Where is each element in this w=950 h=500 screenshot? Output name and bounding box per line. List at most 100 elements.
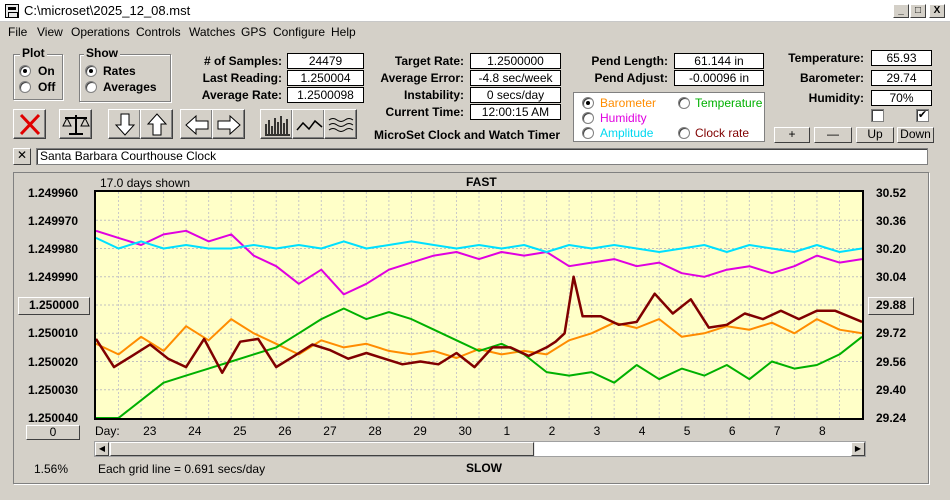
humidity-radio[interactable]: [582, 112, 594, 124]
x-tick-label: 5: [683, 424, 691, 438]
menu-view[interactable]: View: [37, 25, 63, 39]
down-button[interactable]: Down: [897, 127, 934, 143]
left-y-tick: 1.249960: [28, 186, 79, 200]
left-arrow-button[interactable]: [180, 109, 213, 139]
close-button[interactable]: X: [929, 4, 945, 18]
x-tick-label: 4: [638, 424, 646, 438]
right-checkbox[interactable]: ✔: [916, 109, 929, 122]
show-averages-radio[interactable]: [85, 81, 97, 93]
bar-view-button[interactable]: [260, 109, 293, 139]
line-view-button[interactable]: [292, 109, 325, 139]
bottom-left-percent: 1.56%: [34, 462, 69, 476]
menu-operations[interactable]: Operations: [71, 25, 130, 39]
scroll-left-icon[interactable]: ◀: [95, 442, 109, 456]
right-y-tick: 30.52: [876, 186, 907, 200]
pend-adjust-field: -0.00096 in: [674, 70, 764, 86]
right-center-value-button[interactable]: 29.88: [868, 297, 914, 315]
minus-button[interactable]: —: [814, 127, 852, 143]
left-y-tick: 1.250020: [28, 355, 79, 369]
average-error-field: -4.8 sec/week: [470, 70, 561, 86]
right-y-tick: 29.24: [876, 411, 907, 425]
grid-note: Each grid line = 0.691 secs/day: [98, 462, 266, 476]
x-tick-label: 6: [728, 424, 736, 438]
x-tick-label: 29: [413, 424, 427, 438]
slow-label: SLOW: [466, 461, 502, 475]
up-arrow-button[interactable]: [140, 109, 173, 139]
temperature-field: 65.93: [871, 50, 932, 66]
temperature-radio[interactable]: [678, 97, 690, 109]
clock-name-field[interactable]: Santa Barbara Courthouse Clock: [36, 148, 928, 165]
app-title: MicroSet Clock and Watch Timer: [374, 128, 561, 142]
show-group: [79, 54, 171, 102]
series-line-barometer: [96, 318, 862, 359]
humidity-series-label: Humidity: [600, 111, 647, 125]
current-time-label: Current Time:: [385, 105, 464, 119]
x-tick-label: 2: [548, 424, 556, 438]
down-arrow-button[interactable]: [108, 109, 141, 139]
plot-on-label: On: [38, 64, 55, 78]
up-button[interactable]: Up: [856, 127, 894, 143]
wave-view-button[interactable]: [324, 109, 357, 139]
left-y-tick: 1.250010: [28, 326, 79, 340]
balance-button[interactable]: [59, 109, 92, 139]
window-title: C:\microset\2025_12_08.mst: [24, 3, 191, 18]
amplitude-radio[interactable]: [582, 127, 594, 139]
x-tick-label: 1: [503, 424, 511, 438]
scrollbar-thumb[interactable]: [535, 442, 851, 456]
right-y-tick: 29.72: [876, 326, 907, 340]
left-y-tick: 1.249980: [28, 242, 79, 256]
clear-name-button[interactable]: ✕: [13, 148, 31, 165]
line-graph-icon: [296, 119, 323, 131]
x-tick-label: 28: [368, 424, 382, 438]
left-checkbox[interactable]: [871, 109, 884, 122]
right-y-tick: 30.20: [876, 242, 907, 256]
plot-on-radio[interactable]: [19, 65, 31, 77]
menu-watches[interactable]: Watches: [189, 25, 236, 39]
fast-label: FAST: [466, 175, 497, 189]
show-averages-label: Averages: [103, 80, 157, 94]
x-tick-label: 3: [593, 424, 601, 438]
x-tick-label: 26: [278, 424, 292, 438]
show-group-label: Show: [84, 46, 120, 60]
menu-help[interactable]: Help: [331, 25, 356, 39]
humidity-label: Humidity:: [808, 91, 864, 105]
clock-rate-radio[interactable]: [678, 127, 690, 139]
chart-frame: [13, 172, 929, 484]
plus-button[interactable]: +: [774, 127, 810, 143]
menu-bar: File View Operations Controls Watches GP…: [0, 23, 950, 42]
show-rates-radio[interactable]: [85, 65, 97, 77]
barometer-radio[interactable]: [582, 97, 594, 109]
wave-lines-icon: [328, 118, 354, 132]
menu-configure[interactable]: Configure: [273, 25, 326, 39]
x-tick-label: 8: [818, 424, 826, 438]
menu-file[interactable]: File: [8, 25, 28, 39]
plot-area[interactable]: [94, 190, 864, 420]
left-center-value-button[interactable]: 1.250000: [18, 297, 90, 315]
plot-group-label: Plot: [20, 46, 47, 60]
humidity-field: 70%: [871, 90, 932, 106]
clear-data-button[interactable]: [13, 109, 46, 139]
x-tick-label: 24: [188, 424, 202, 438]
bottom-left-value-button[interactable]: 0: [26, 425, 80, 440]
right-y-tick: 29.56: [876, 355, 907, 369]
right-arrow-button[interactable]: [212, 109, 245, 139]
menu-gps[interactable]: GPS: [241, 25, 267, 39]
minimize-button[interactable]: _: [893, 4, 909, 18]
series-line-clock-rate: [96, 275, 862, 375]
target-rate-field[interactable]: 1.2500000: [470, 53, 561, 69]
balance-scale-icon: [62, 115, 90, 135]
maximize-button[interactable]: □: [910, 4, 926, 18]
horizontal-scrollbar[interactable]: ◀ ▶: [94, 441, 866, 457]
scroll-right-icon[interactable]: ▶: [851, 442, 865, 456]
temperature-series-label: Temperature: [695, 96, 763, 110]
clock-rate-series-label: Clock rate: [695, 126, 750, 140]
bar-graph-icon: [265, 116, 290, 136]
series-select-box: Barometer Temperature Humidity Amplitude…: [573, 92, 765, 142]
menu-controls[interactable]: Controls: [136, 25, 181, 39]
temperature-label: Temperature:: [788, 51, 864, 65]
scrollbar-track[interactable]: [110, 442, 534, 456]
plot-off-radio[interactable]: [19, 81, 31, 93]
pend-length-field[interactable]: 61.144 in: [674, 53, 764, 69]
pend-length-label: Pend Length:: [591, 54, 668, 68]
app-icon[interactable]: [5, 4, 19, 18]
